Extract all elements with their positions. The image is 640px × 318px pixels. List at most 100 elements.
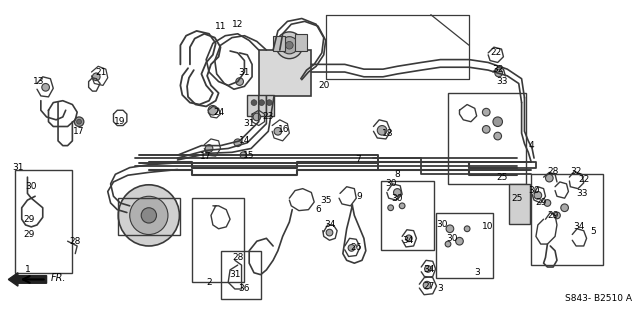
Text: 10: 10: [483, 222, 494, 232]
Text: 33: 33: [576, 189, 588, 198]
Bar: [381, 181, 434, 250]
Bar: [192, 198, 244, 282]
Text: 19: 19: [115, 117, 126, 126]
Circle shape: [544, 200, 551, 206]
Text: 31: 31: [229, 270, 241, 279]
Text: 5: 5: [591, 227, 596, 236]
Text: 34: 34: [324, 220, 336, 230]
Text: 30: 30: [446, 234, 458, 243]
Bar: [509, 184, 530, 224]
Text: 18: 18: [382, 129, 394, 138]
Text: 30: 30: [385, 179, 396, 188]
Circle shape: [494, 132, 502, 140]
Text: 31: 31: [12, 163, 24, 172]
Circle shape: [141, 208, 157, 223]
Text: 35: 35: [320, 196, 332, 204]
Text: 24: 24: [213, 108, 224, 117]
Text: 30: 30: [528, 186, 540, 195]
Bar: [15, 169, 72, 273]
Circle shape: [406, 235, 412, 242]
Circle shape: [456, 237, 463, 245]
Text: 28: 28: [547, 167, 559, 176]
Text: 13: 13: [33, 77, 45, 86]
Circle shape: [493, 117, 502, 127]
Circle shape: [281, 37, 298, 54]
FancyArrow shape: [8, 273, 47, 286]
Circle shape: [259, 100, 264, 106]
Text: 6: 6: [315, 205, 321, 214]
Text: 29: 29: [24, 215, 35, 224]
Circle shape: [446, 225, 454, 232]
Text: 21: 21: [95, 67, 107, 77]
Text: 7: 7: [355, 156, 361, 164]
Circle shape: [276, 32, 303, 59]
Circle shape: [130, 196, 168, 234]
Text: 2: 2: [206, 278, 212, 287]
Bar: [221, 251, 260, 299]
Circle shape: [534, 191, 541, 199]
Text: 32: 32: [492, 65, 504, 74]
Circle shape: [74, 117, 84, 127]
Text: 12: 12: [232, 20, 243, 29]
Text: 1: 1: [24, 266, 30, 274]
Text: FR.: FR.: [51, 273, 66, 283]
Text: 17: 17: [74, 127, 85, 136]
Circle shape: [274, 128, 282, 135]
Text: 32: 32: [570, 167, 582, 176]
Circle shape: [348, 245, 355, 251]
Circle shape: [77, 119, 81, 124]
Text: S843- B2510 A: S843- B2510 A: [564, 294, 632, 303]
Circle shape: [483, 108, 490, 116]
Text: 29: 29: [547, 211, 559, 220]
Text: 23: 23: [262, 113, 274, 121]
Circle shape: [236, 78, 243, 86]
Circle shape: [483, 126, 490, 133]
Text: 29: 29: [24, 230, 35, 239]
Circle shape: [399, 203, 405, 209]
Circle shape: [423, 281, 431, 289]
Text: 34: 34: [423, 266, 435, 274]
Circle shape: [394, 189, 401, 196]
Text: 30: 30: [436, 220, 448, 230]
Text: 29: 29: [535, 198, 547, 207]
Bar: [436, 212, 493, 278]
Circle shape: [554, 212, 560, 219]
Text: 14: 14: [239, 136, 250, 145]
Text: 3: 3: [474, 268, 479, 277]
Circle shape: [388, 205, 394, 211]
Text: 31: 31: [239, 67, 250, 77]
Text: 36: 36: [239, 285, 250, 294]
Text: 26: 26: [351, 243, 362, 252]
Circle shape: [285, 41, 293, 49]
Text: 16: 16: [278, 125, 289, 134]
Text: 22: 22: [490, 48, 501, 58]
Bar: [295, 34, 307, 51]
Circle shape: [495, 69, 502, 77]
Text: 9: 9: [356, 192, 362, 201]
Circle shape: [561, 204, 568, 211]
Circle shape: [253, 113, 260, 121]
Text: 20: 20: [318, 81, 330, 90]
Circle shape: [118, 185, 179, 246]
Circle shape: [205, 145, 213, 152]
Circle shape: [266, 100, 272, 106]
Bar: [531, 174, 603, 265]
Circle shape: [377, 126, 387, 135]
Circle shape: [464, 226, 470, 232]
Text: 4: 4: [529, 141, 534, 150]
Circle shape: [545, 174, 553, 182]
Circle shape: [208, 106, 218, 115]
Text: 25: 25: [511, 194, 522, 203]
Text: 8: 8: [394, 170, 400, 179]
Text: 17: 17: [200, 152, 212, 161]
Bar: [273, 36, 285, 51]
Text: 25: 25: [497, 173, 508, 182]
Text: 27: 27: [423, 282, 435, 291]
Circle shape: [92, 73, 100, 81]
Bar: [247, 95, 274, 116]
Text: 3: 3: [438, 285, 444, 294]
Text: 11: 11: [215, 22, 227, 31]
Text: 34: 34: [573, 222, 585, 232]
Circle shape: [42, 84, 49, 91]
Text: 30: 30: [392, 194, 403, 203]
